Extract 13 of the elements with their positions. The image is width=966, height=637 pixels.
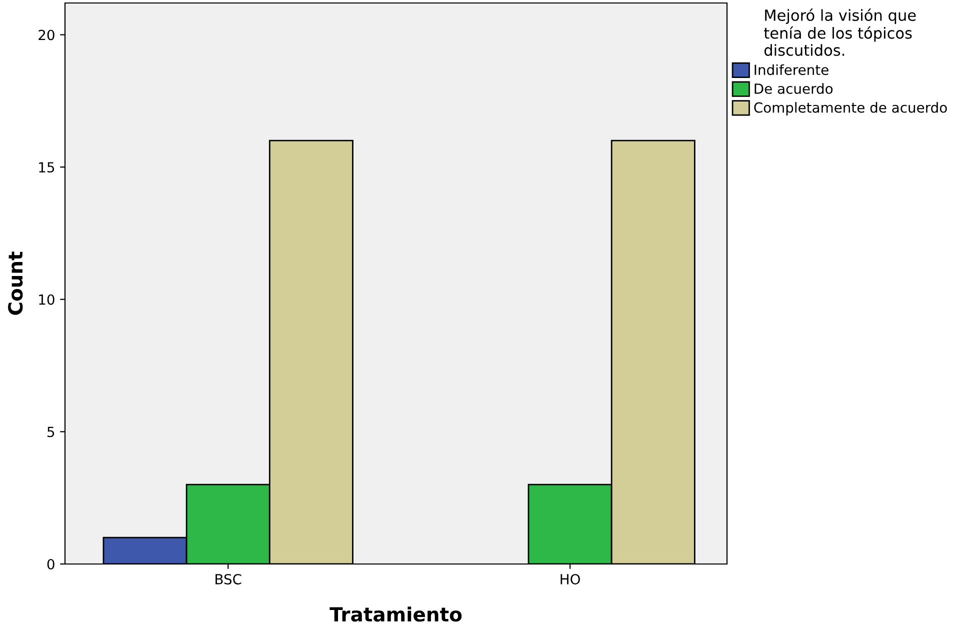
y-tick-label: 10 <box>39 294 54 305</box>
legend-label: Indiferente <box>754 64 828 76</box>
y-axis-title: Count <box>8 252 23 315</box>
y-tick-label: 0 <box>47 558 54 570</box>
y-tick-label: 20 <box>38 30 54 40</box>
x-axis-title: Tratamiento <box>330 606 462 622</box>
y-tick-label: 5 <box>48 426 54 438</box>
legend-label: Completamente de acuerdo <box>754 102 947 116</box>
x-tick-label: HO <box>560 574 580 584</box>
legend-title: Mejoró la visión que tenía de los tópicos discutidos. <box>764 8 916 56</box>
legend-label: De acuerdo <box>754 83 833 94</box>
y-tick-label: 15 <box>39 162 54 173</box>
x-tick-label: BSC <box>216 574 242 584</box>
